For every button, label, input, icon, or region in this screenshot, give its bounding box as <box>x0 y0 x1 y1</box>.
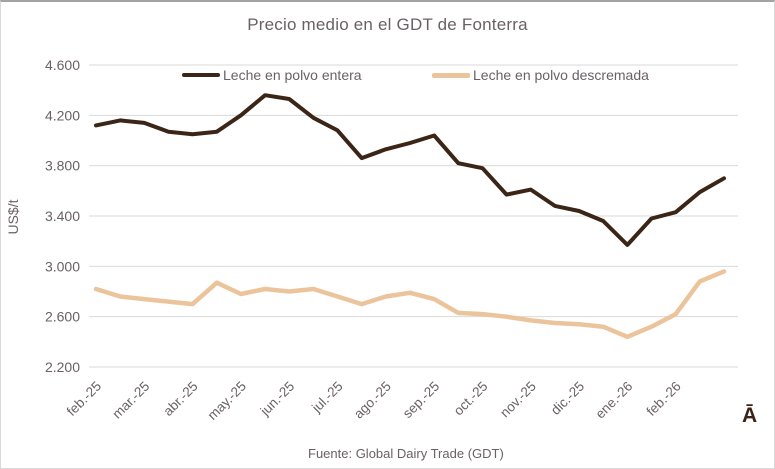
y-axis-tick-label: 2.600 <box>45 309 80 325</box>
x-axis-tick-label: feb.-26 <box>643 379 683 419</box>
x-axis-tick-label: jun.-25 <box>257 379 298 420</box>
x-axis-tick-label: nov.-25 <box>497 379 539 421</box>
y-axis-tick-label: 3.400 <box>45 208 80 224</box>
x-axis-tick-label: may.-25 <box>205 379 249 423</box>
legend-swatch-descremada-line <box>432 72 470 78</box>
legend-label-descremada: Leche en polvo descremada <box>473 67 649 83</box>
y-axis-tick-label: 4.600 <box>45 57 80 73</box>
legend-swatch-entera-line <box>182 73 220 77</box>
chart-title: Precio medio en el GDT de Fonterra <box>247 15 528 34</box>
x-axis-tick-label: mar.-25 <box>109 379 152 422</box>
y-axis-tick-label: 3.000 <box>45 258 80 274</box>
legend: Leche en polvo entera Leche en polvo des… <box>1 65 774 85</box>
legend-item-descremada[interactable]: Leche en polvo descremada <box>432 65 649 85</box>
legend-label-entera: Leche en polvo entera <box>223 67 362 83</box>
x-axis-tick-label: abr.-25 <box>160 379 200 419</box>
x-axis-tick-label: feb.-25 <box>64 379 104 419</box>
x-axis-tick-label: ago.-25 <box>351 379 394 422</box>
y-axis-tick-label: 2.200 <box>45 359 80 375</box>
y-axis-title: US$/t <box>5 199 21 235</box>
watermark-logo: Ā <box>742 404 758 427</box>
x-axis-tick-label: dic.-25 <box>548 379 587 418</box>
x-axis-tick-label: sep.-25 <box>400 379 442 421</box>
series-line-entera[interactable] <box>94 93 726 247</box>
y-axis-tick-label: 4.200 <box>45 107 80 123</box>
x-axis-tick-label: oct.-25 <box>451 379 491 419</box>
y-axis-tick-label: 3.800 <box>45 158 80 174</box>
source-note: Fuente: Global Dairy Trade (GDT) <box>308 446 504 461</box>
x-axis-tick-label: jul.-25 <box>308 379 345 416</box>
x-axis-tick-label: ene.-26 <box>593 379 636 422</box>
series-line-descremada[interactable] <box>93 269 727 340</box>
legend-item-entera[interactable]: Leche en polvo entera <box>182 65 362 85</box>
